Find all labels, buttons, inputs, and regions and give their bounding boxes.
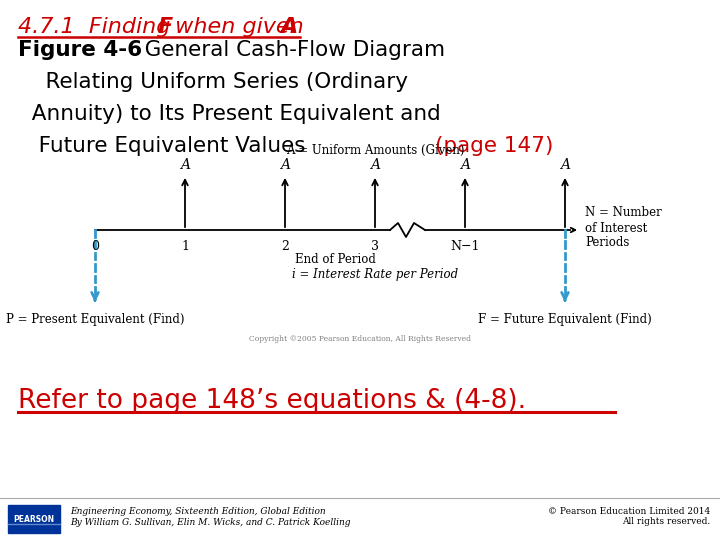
- Text: Copyright ©2005 Pearson Education, All Rights Reserved: Copyright ©2005 Pearson Education, All R…: [249, 335, 471, 343]
- Text: (page 147): (page 147): [435, 136, 554, 156]
- Text: A: A: [460, 158, 470, 172]
- Text: F: F: [158, 17, 174, 37]
- Text: N−1: N−1: [450, 240, 480, 253]
- Text: Future Equivalent Values: Future Equivalent Values: [18, 136, 312, 156]
- Text: A: A: [560, 158, 570, 172]
- Text: A = Uniform Amounts (Given): A = Uniform Amounts (Given): [286, 144, 464, 157]
- Text: Annuity) to Its Present Equivalent and: Annuity) to Its Present Equivalent and: [18, 104, 441, 124]
- Bar: [0, 498, 720, 540]
- Text: A: A: [280, 158, 290, 172]
- Text: Relating Uniform Series (Ordinary: Relating Uniform Series (Ordinary: [18, 72, 408, 92]
- Text: End of Period: End of Period: [294, 253, 375, 266]
- Text: 3: 3: [371, 240, 379, 253]
- Text: 1: 1: [181, 240, 189, 253]
- Text: 0: 0: [91, 240, 99, 253]
- Text: when given: when given: [168, 17, 311, 37]
- Text: © Pearson Education Limited 2014
All rights reserved.: © Pearson Education Limited 2014 All rig…: [548, 507, 710, 526]
- Text: Figure 4-6: Figure 4-6: [18, 40, 142, 60]
- Bar: [8, 505, 60, 533]
- Text: A: A: [180, 158, 190, 172]
- Text: By William G. Sullivan, Elin M. Wicks, and C. Patrick Koelling: By William G. Sullivan, Elin M. Wicks, a…: [70, 518, 351, 527]
- Text: A: A: [370, 158, 380, 172]
- Text: PEARSON: PEARSON: [14, 515, 55, 523]
- Text: A: A: [280, 17, 297, 37]
- Text: 4.7.1  Finding: 4.7.1 Finding: [18, 17, 178, 37]
- Text: 2: 2: [281, 240, 289, 253]
- Text: i = Interest Rate per Period: i = Interest Rate per Period: [292, 268, 458, 281]
- Text: N = Number
of Interest
Periods: N = Number of Interest Periods: [585, 206, 662, 249]
- Text: F = Future Equivalent (Find): F = Future Equivalent (Find): [478, 313, 652, 326]
- Text: P = Present Equivalent (Find): P = Present Equivalent (Find): [6, 313, 184, 326]
- Text: General Cash-Flow Diagram: General Cash-Flow Diagram: [124, 40, 445, 60]
- Text: Refer to page 148’s equations & (4-8).: Refer to page 148’s equations & (4-8).: [18, 388, 526, 414]
- Text: Engineering Economy, Sixteenth Edition, Global Edition: Engineering Economy, Sixteenth Edition, …: [70, 507, 325, 516]
